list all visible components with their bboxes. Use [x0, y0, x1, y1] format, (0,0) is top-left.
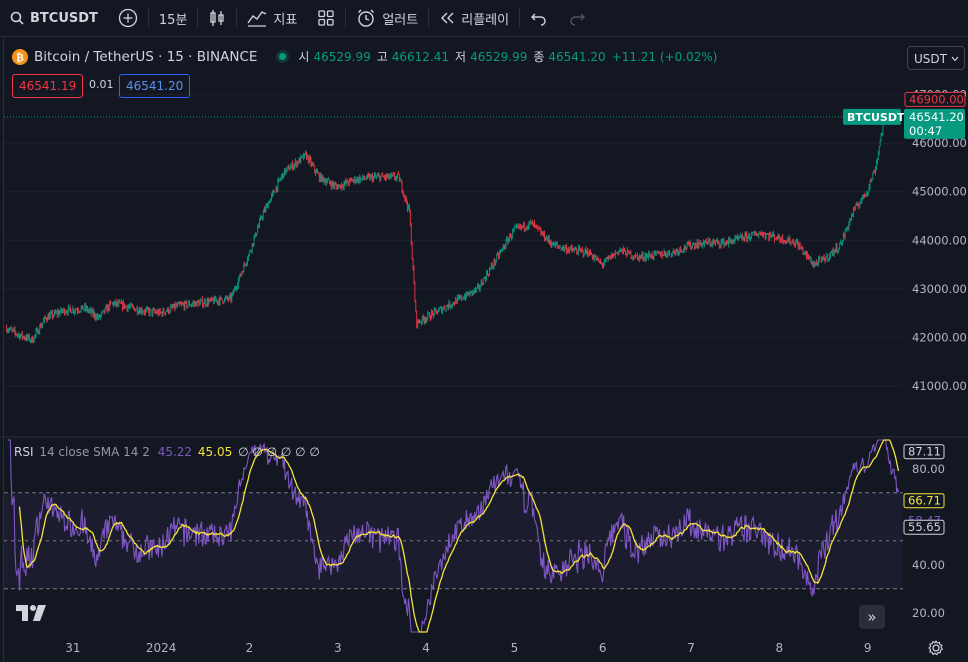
rsi-line	[7, 439, 900, 633]
price-axis-tick: 41000.00	[912, 379, 967, 393]
undo-icon	[531, 13, 546, 26]
rsi-max-tag	[903, 444, 945, 460]
rsi-ma-line	[18, 439, 900, 633]
high-line-value: 46900.00	[909, 92, 964, 106]
spread-value: 0.01	[89, 78, 114, 91]
current-price-value: 46541.20	[909, 110, 964, 124]
chart-type-button[interactable]	[198, 0, 236, 36]
rsi-max-tag-label: 87.11	[908, 445, 941, 459]
grid-icon	[318, 10, 334, 26]
symbol-search[interactable]: BTCUSDT	[0, 0, 108, 36]
settings-button[interactable]	[928, 640, 944, 660]
price-axis-tick: 44000.00	[912, 233, 967, 247]
replay-button[interactable]: 리플레이	[429, 0, 519, 36]
double-chevron-right-icon: »	[867, 608, 877, 626]
svg-text:₿: ₿	[16, 51, 24, 64]
current-price-tag	[904, 108, 965, 139]
open-label: 시	[298, 50, 310, 64]
bitcoin-logo-icon: ₿	[12, 48, 28, 65]
undo-button[interactable]	[520, 0, 558, 36]
time-axis-tick: 5	[511, 641, 519, 655]
high-line-tag	[904, 91, 966, 107]
change-value: +11.21 (+0.02%)	[611, 49, 718, 64]
scroll-to-realtime-button[interactable]: »	[859, 605, 885, 629]
compare-button[interactable]	[108, 0, 148, 36]
time-axis-tick: 4	[422, 641, 430, 655]
indicators-button[interactable]: 지표	[237, 0, 307, 36]
rsi-legend[interactable]: RSI 14 close SMA 14 2 45.22 45.05 ∅ ∅ ∅ …	[14, 445, 320, 459]
rsi-ma-last-tag-label: 55.65	[908, 520, 941, 534]
low-label: 저	[455, 50, 467, 64]
search-icon	[10, 11, 24, 25]
rsi-ma-last-tag	[903, 519, 945, 535]
replay-label: 리플레이	[461, 12, 510, 28]
alert-label: 얼러트	[382, 12, 419, 28]
time-axis-tick: 9	[864, 641, 872, 655]
chart-title: Bitcoin / TetherUS · 15 · BINANCE	[34, 48, 258, 65]
time-axis-tick: 8	[776, 641, 784, 655]
rsi-value: 45.22	[157, 445, 193, 459]
countdown-value: 00:47	[909, 124, 942, 138]
rsi-ma-value: 45.05	[197, 445, 233, 459]
buy-button[interactable]: 46541.20	[119, 74, 191, 98]
chevron-down-icon	[951, 56, 959, 62]
alarm-clock-icon	[358, 9, 375, 27]
redo-button[interactable]	[558, 0, 596, 36]
price-axis-tick: 42000.00	[912, 330, 967, 344]
high-label: 고	[376, 50, 388, 64]
rsi-upper-band-tag	[903, 493, 945, 509]
symbol-tag	[843, 108, 901, 125]
rsi-params: 14 close SMA 14 2	[39, 445, 150, 459]
symbol-tag-label: BTCUSDT	[847, 111, 905, 124]
main-legend: ₿ Bitcoin / TetherUS · 15 · BINANCE 시 465…	[12, 48, 723, 65]
market-status-icon[interactable]	[279, 53, 287, 60]
time-axis-tick: 2	[246, 641, 254, 655]
interval-button[interactable]: 15분	[149, 0, 198, 36]
rsi-extras: ∅ ∅ ∅ ∅ ∅ ∅	[238, 445, 320, 459]
time-axis-tick: 6	[599, 641, 607, 655]
price-axis-tick: 45000.00	[912, 185, 967, 199]
low-value: 46529.99	[470, 49, 528, 64]
time-axis-tick: 7	[687, 641, 695, 655]
rsi-axis-tick: 20.00	[912, 606, 945, 620]
rsi-upper-band-tag-label: 66.71	[908, 494, 941, 508]
chart-canvas[interactable]: 41000.00 42000.00 43000.00 44000.00 45000.00…	[0, 37, 968, 662]
symbol-label: BTCUSDT	[30, 10, 98, 26]
indicators-label: 지표	[273, 12, 298, 28]
time-axis-tick: 31	[65, 641, 80, 655]
price-axis-tick: 46000.00	[912, 136, 967, 150]
candle-series	[6, 109, 899, 344]
price-axis-tick: 43000.00	[912, 282, 967, 296]
close-label: 종	[533, 50, 545, 64]
top-toolbar: BTCUSDT 15분 지표 얼러트 리플레이	[0, 0, 968, 37]
open-value: 46529.99	[313, 49, 371, 64]
add-circle-icon	[118, 8, 138, 28]
close-value: 46541.20	[548, 49, 606, 64]
gear-icon	[928, 640, 944, 656]
time-axis-tick: 2024	[146, 641, 177, 655]
high-value: 46612.41	[391, 49, 450, 64]
sell-button[interactable]: 46541.19	[12, 74, 84, 98]
time-axis-tick: 3	[334, 641, 342, 655]
candles-icon	[210, 10, 225, 26]
rsi-axis-tick: 40.00	[912, 558, 945, 572]
redo-icon	[570, 13, 586, 26]
tradingview-logo[interactable]	[16, 605, 48, 625]
rewind-icon	[441, 12, 454, 24]
currency-select[interactable]: USDT	[907, 46, 965, 70]
rsi-name: RSI	[14, 445, 34, 459]
interval-label: 15분	[158, 12, 188, 28]
templates-button[interactable]	[307, 0, 345, 36]
rsi-axis-tick: 80.00	[912, 462, 945, 476]
alert-button[interactable]: 얼러트	[346, 0, 428, 36]
indicators-icon	[247, 11, 267, 27]
currency-label: USDT	[914, 52, 947, 66]
